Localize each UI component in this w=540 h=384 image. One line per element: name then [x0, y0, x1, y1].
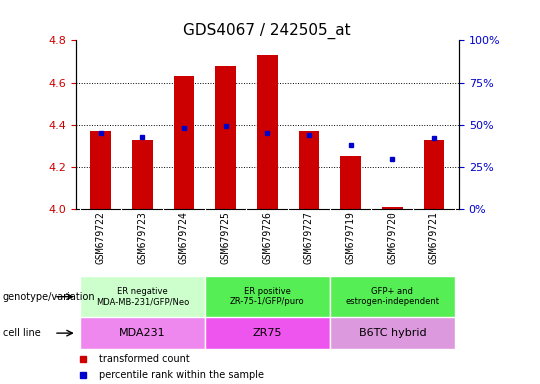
Bar	[90, 131, 111, 209]
Text: GSM679721: GSM679721	[429, 211, 439, 264]
Text: transformed count: transformed count	[99, 354, 190, 364]
Text: ER positive
ZR-75-1/GFP/puro: ER positive ZR-75-1/GFP/puro	[230, 287, 305, 306]
Text: GSM679722: GSM679722	[96, 211, 106, 264]
Text: GSM679720: GSM679720	[387, 211, 397, 264]
Bar	[330, 276, 455, 317]
Text: GSM679723: GSM679723	[137, 211, 147, 264]
Text: cell line: cell line	[3, 328, 40, 338]
Text: GSM679719: GSM679719	[346, 211, 356, 264]
Bar	[382, 207, 403, 209]
Text: B6TC hybrid: B6TC hybrid	[359, 328, 426, 338]
Text: ZR75: ZR75	[253, 328, 282, 338]
Bar	[257, 55, 278, 209]
Title: GDS4067 / 242505_at: GDS4067 / 242505_at	[184, 23, 351, 39]
Text: genotype/variation: genotype/variation	[3, 291, 96, 302]
Text: percentile rank within the sample: percentile rank within the sample	[99, 370, 264, 381]
Text: ER negative
MDA-MB-231/GFP/Neo: ER negative MDA-MB-231/GFP/Neo	[96, 287, 189, 306]
Bar	[205, 276, 330, 317]
Bar	[330, 317, 455, 349]
Bar	[423, 140, 444, 209]
Text: GSM679725: GSM679725	[221, 211, 231, 264]
Text: GSM679724: GSM679724	[179, 211, 189, 264]
Bar	[299, 131, 319, 209]
Bar	[215, 66, 236, 209]
Text: GSM679726: GSM679726	[262, 211, 272, 264]
Bar	[80, 276, 205, 317]
Text: MDA231: MDA231	[119, 328, 166, 338]
Bar	[173, 76, 194, 209]
Bar	[132, 140, 153, 209]
Bar	[205, 317, 330, 349]
Bar	[80, 317, 205, 349]
Text: GSM679727: GSM679727	[304, 211, 314, 264]
Bar	[340, 157, 361, 209]
Text: GFP+ and
estrogen-independent: GFP+ and estrogen-independent	[345, 287, 440, 306]
